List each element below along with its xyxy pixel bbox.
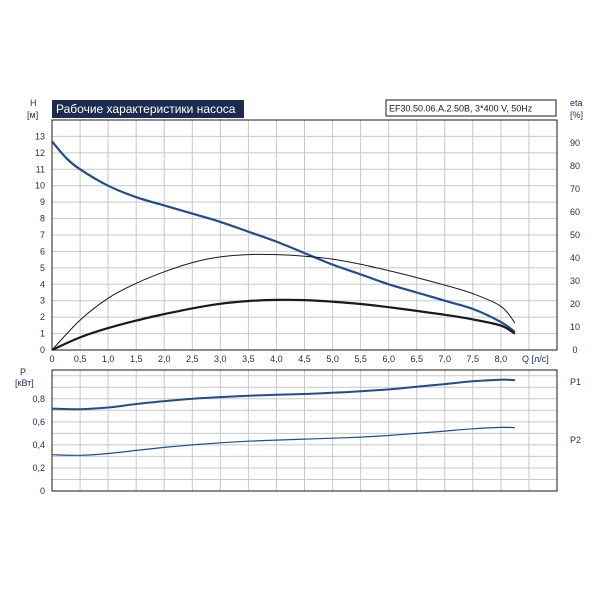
y-left-tick-label: 5 <box>40 263 45 273</box>
series-label-p1: P1 <box>570 377 581 387</box>
series-label-p2: P2 <box>570 435 581 445</box>
curves <box>51 140 516 456</box>
x-tick-label: 3,0 <box>214 354 227 364</box>
x-tick-label: 2,0 <box>158 354 171 364</box>
y-left-tick-label: 9 <box>40 197 45 207</box>
y-left-tick-label: 10 <box>35 181 45 191</box>
power-axis-label-symbol: P <box>20 367 26 377</box>
chart-title: Рабочие характеристики насоса <box>56 102 236 116</box>
efficiency-curve-lower <box>51 298 516 352</box>
y-right-tick-label: 30 <box>570 276 580 286</box>
y-right-tick-label: 20 <box>570 299 580 309</box>
power-tick-label: 0 <box>40 486 45 496</box>
power-curve-p1 <box>51 378 515 411</box>
x-axis-label: Q [л/с] <box>522 354 549 364</box>
power-axis-label-unit: [кВт] <box>15 378 34 388</box>
x-tick-label: 0,5 <box>74 354 87 364</box>
y-left-label-symbol: H <box>30 98 37 108</box>
y-right-tick-label: 70 <box>570 184 580 194</box>
power-tick-label: 0,4 <box>32 440 45 450</box>
efficiency-curve-upper <box>51 253 516 351</box>
chart-title-banner <box>52 100 244 118</box>
x-tick-label: 4,0 <box>270 354 283 364</box>
x-tick-label: 1,0 <box>102 354 115 364</box>
y-left-tick-label: 11 <box>36 164 45 174</box>
y-left-tick-label: 7 <box>40 230 45 240</box>
x-tick-label: 4,5 <box>298 354 311 364</box>
x-tick-label: 5,0 <box>326 354 339 364</box>
y-left-tick-label: 13 <box>35 131 45 141</box>
y-right-tick-label: 80 <box>570 161 580 171</box>
x-tick-label: 0 <box>49 354 54 364</box>
y-right-tick-label: 60 <box>570 207 580 217</box>
x-tick-label: 6,5 <box>410 354 423 364</box>
model-label: EF30.50.06.A.2.50B, 3*400 V, 50Hz <box>389 104 533 114</box>
y-left-tick-label: 2 <box>40 312 45 322</box>
y-right-tick-label: 90 <box>570 138 580 148</box>
y-left-tick-label: 3 <box>40 296 45 306</box>
y-left-tick-label: 0 <box>40 345 45 355</box>
x-tick-label: 7,0 <box>439 354 452 364</box>
power-curve-p2 <box>51 426 515 456</box>
x-tick-label: 6,0 <box>382 354 395 364</box>
y-right-tick-label: 10 <box>570 322 580 332</box>
y-right-label-symbol: eta <box>570 98 583 108</box>
lower-grid <box>52 370 557 491</box>
upper-plot-frame <box>51 119 558 351</box>
tick-labels: 0 0,5 1,0 1,5 2,0 2,5 3,0 3,5 4,0 4,5 5,0 5,5 6,0 6,5… <box>32 131 580 496</box>
y-left-label-unit: [м] <box>27 110 38 120</box>
x-tick-label: 7,5 <box>467 354 480 364</box>
upper-grid <box>52 120 557 350</box>
y-right-tick-label: 50 <box>570 230 580 240</box>
y-left-tick-label: 8 <box>40 214 45 224</box>
head-curve <box>51 140 516 333</box>
y-right-label-unit: [%] <box>570 110 583 120</box>
x-tick-label: 5,5 <box>354 354 367 364</box>
model-label-box <box>385 99 557 117</box>
power-tick-label: 0,8 <box>32 394 45 404</box>
x-tick-label: 8,0 <box>495 354 508 364</box>
lower-plot-frame <box>51 369 558 492</box>
x-tick-label: 3,5 <box>242 354 255 364</box>
x-tick-label: 1,5 <box>130 354 143 364</box>
y-left-tick-label: 4 <box>40 279 45 289</box>
y-right-tick-label: 0 <box>572 345 577 355</box>
y-left-tick-label: 6 <box>40 246 45 256</box>
y-right-tick-label: 40 <box>570 253 580 263</box>
y-left-tick-label: 1 <box>40 329 45 339</box>
power-tick-label: 0,2 <box>32 463 45 473</box>
y-left-tick-label: 12 <box>35 148 45 158</box>
x-tick-label: 2,5 <box>186 354 199 364</box>
power-tick-label: 0,6 <box>32 417 45 427</box>
